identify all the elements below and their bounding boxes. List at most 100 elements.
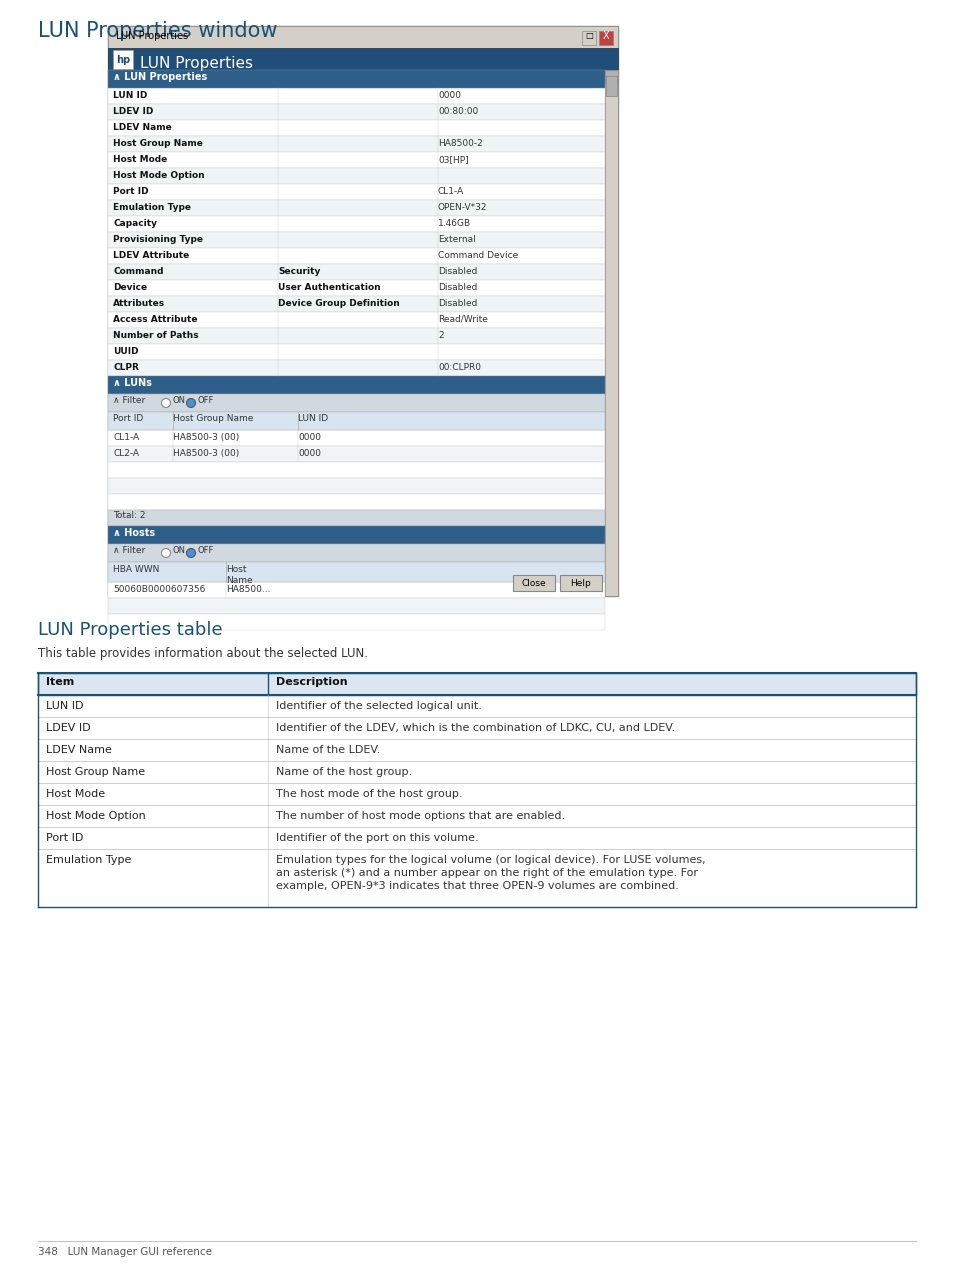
Text: LUN ID: LUN ID [297,414,328,423]
Text: LDEV Name: LDEV Name [46,745,112,755]
Text: 0000: 0000 [297,449,320,458]
Text: OPEN-V*32: OPEN-V*32 [437,203,487,212]
Text: The host mode of the host group.: The host mode of the host group. [275,789,462,799]
Bar [108,136,604,153]
Text: Host Group Name: Host Group Name [112,139,203,147]
Bar [559,574,601,591]
Text: Identifier of the LDEV, which is the combination of LDKC, CU, and LDEV.: Identifier of the LDEV, which is the com… [275,723,675,733]
Text: LDEV ID: LDEV ID [46,723,91,733]
Text: Description: Description [275,677,347,688]
Bar [108,562,604,582]
Text: Access Attribute: Access Attribute [112,315,197,324]
Bar [108,70,604,88]
Bar [108,153,604,168]
Text: ∧ Hosts: ∧ Hosts [112,527,155,538]
Bar [604,70,618,596]
Text: HA8500-3 (00): HA8500-3 (00) [172,449,239,458]
Text: LUN ID: LUN ID [112,92,147,100]
Bar [38,805,915,827]
Bar [108,614,604,630]
Bar [108,200,604,216]
Text: Identifier of the selected logical unit.: Identifier of the selected logical unit. [275,702,481,710]
Text: Identifier of the port on this volume.: Identifier of the port on this volume. [275,833,478,843]
Text: an asterisk (*) and a number appear on the right of the emulation type. For: an asterisk (*) and a number appear on t… [275,868,698,878]
Text: CL1-A: CL1-A [112,433,139,442]
Text: The number of host mode options that are enabled.: The number of host mode options that are… [275,811,564,821]
Bar [38,717,915,738]
Bar [605,76,617,97]
Bar [108,526,604,544]
Text: HBA WWN: HBA WWN [112,566,159,574]
Text: Host Group Name: Host Group Name [172,414,253,423]
Bar [108,582,604,597]
Text: Disabled: Disabled [437,267,476,276]
Bar [108,184,604,200]
Text: Emulation types for the logical volume (or logical device). For LUSE volumes,: Emulation types for the logical volume (… [275,855,705,866]
Text: Device: Device [112,283,147,292]
Text: Emulation Type: Emulation Type [46,855,132,866]
Text: Host Mode: Host Mode [112,155,167,164]
Text: Provisioning Type: Provisioning Type [112,235,203,244]
Text: Attributes: Attributes [112,299,165,308]
Text: This table provides information about the selected LUN.: This table provides information about th… [38,647,368,660]
Bar [108,597,604,614]
Text: Total: 2: Total: 2 [112,511,146,520]
Text: HA8500-3 (00): HA8500-3 (00) [172,433,239,442]
Text: 0000: 0000 [297,433,320,442]
Text: □: □ [584,31,593,39]
Bar [108,264,604,280]
Text: Read/Write: Read/Write [437,315,487,324]
Text: Name of the LDEV.: Name of the LDEV. [275,745,380,755]
Circle shape [161,549,171,558]
Bar [108,360,604,376]
Text: ON: ON [172,547,186,555]
Text: Number of Paths: Number of Paths [112,330,198,341]
Text: Command: Command [112,267,163,276]
Bar [108,494,604,510]
Text: Host: Host [226,566,246,574]
Text: ∧ Filter: ∧ Filter [112,397,145,405]
Bar [38,674,915,695]
Bar [513,574,555,591]
Text: 348   LUN Manager GUI reference: 348 LUN Manager GUI reference [38,1247,212,1257]
Text: 50060B0000607356: 50060B0000607356 [112,585,205,594]
Text: CL2-A: CL2-A [112,449,139,458]
Bar [108,461,604,478]
Bar [108,280,604,296]
Text: OFF: OFF [198,397,214,405]
Bar [604,70,618,83]
Text: External: External [437,235,476,244]
Circle shape [161,399,171,408]
Bar [108,296,604,311]
Text: example, OPEN-9*3 indicates that three OPEN-9 volumes are combined.: example, OPEN-9*3 indicates that three O… [275,881,679,891]
Text: Name: Name [226,576,253,585]
Bar [108,248,604,264]
Text: HA8500-2: HA8500-2 [437,139,482,147]
Bar [108,446,604,461]
Text: 00:80:00: 00:80:00 [437,107,477,116]
Text: Name of the host group.: Name of the host group. [275,766,412,777]
Text: Security: Security [277,267,320,276]
Text: Capacity: Capacity [112,219,157,228]
Bar [598,31,613,44]
Bar [108,478,604,494]
Text: 00:CLPR0: 00:CLPR0 [437,364,480,372]
Circle shape [186,399,195,408]
Bar [108,119,604,136]
Bar [108,394,604,412]
Text: 2: 2 [437,330,443,341]
Text: hp: hp [116,55,130,65]
Text: Host Mode: Host Mode [46,789,105,799]
Bar [38,783,915,805]
Bar [108,344,604,360]
Text: Disabled: Disabled [437,299,476,308]
Text: 0000: 0000 [437,92,460,100]
Text: 03[HP]: 03[HP] [437,155,468,164]
Bar [38,695,915,717]
Text: Port ID: Port ID [112,414,143,423]
Bar [581,31,596,44]
Bar [108,412,604,430]
Bar [108,88,604,104]
Text: 1.46GB: 1.46GB [437,219,471,228]
Bar [108,311,604,328]
